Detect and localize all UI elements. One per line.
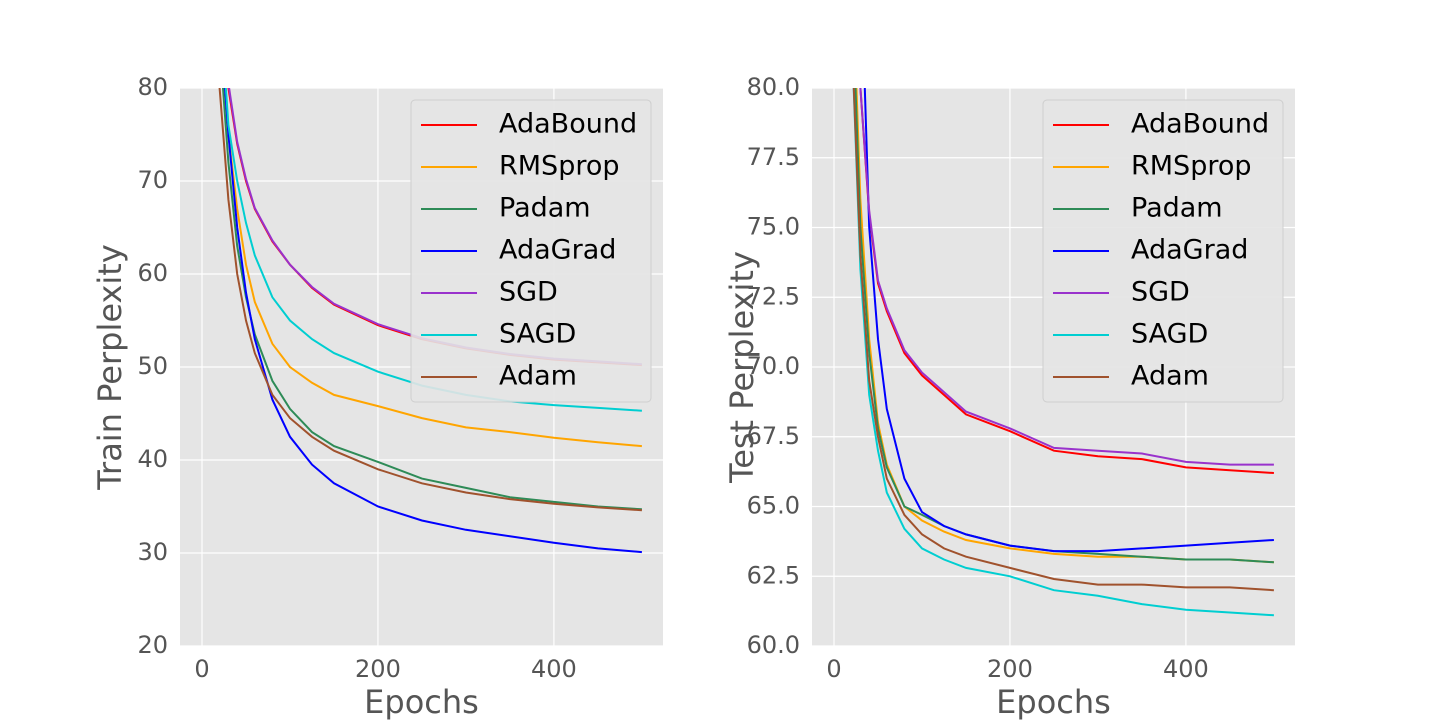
x-axis-label: Epochs xyxy=(996,683,1111,721)
series-line xyxy=(224,88,642,554)
y-tick-label: 30 xyxy=(137,538,168,566)
x-tick-label: 200 xyxy=(355,655,401,683)
y-tick-label: 67.5 xyxy=(747,422,800,450)
x-tick-label: 200 xyxy=(987,655,1033,683)
legend-label: SAGD xyxy=(499,319,576,350)
y-tick-label: 60.0 xyxy=(747,631,800,659)
x-tick-label: 400 xyxy=(531,655,577,683)
y-tick-label: 62.5 xyxy=(747,561,800,589)
legend-label: AdaGrad xyxy=(499,235,616,266)
y-tick-label: 80 xyxy=(137,73,168,101)
legend-label: AdaBound xyxy=(499,109,637,140)
series-line xyxy=(863,88,1274,553)
legend-label: SGD xyxy=(499,277,558,308)
series-line xyxy=(224,88,642,448)
legend-label: RMSprop xyxy=(1131,151,1252,182)
y-tick-label: 70.0 xyxy=(747,352,800,380)
y-tick-label: 50 xyxy=(137,352,168,380)
legend-box xyxy=(410,99,652,403)
series-line xyxy=(852,88,1274,592)
x-tick-label: 0 xyxy=(194,655,209,683)
legend-label: AdaBound xyxy=(1131,109,1269,140)
y-tick-label: 80.0 xyxy=(747,73,800,101)
legend-label: RMSprop xyxy=(499,151,620,182)
legend-label: Padam xyxy=(499,193,591,224)
x-axis-label: Epochs xyxy=(364,683,479,721)
y-tick-label: 65.0 xyxy=(747,492,800,520)
x-tick-label: 400 xyxy=(1163,655,1209,683)
legend-label: Adam xyxy=(1131,361,1209,392)
y-axis-label: Train Perplexity xyxy=(91,244,129,491)
legend-label: SAGD xyxy=(1131,319,1208,350)
legend-box xyxy=(1042,99,1284,403)
legend-label: SGD xyxy=(1131,277,1190,308)
y-tick-label: 20 xyxy=(137,631,168,659)
series-line xyxy=(224,88,642,412)
y-tick-label: 60 xyxy=(137,259,168,287)
series-line xyxy=(218,88,642,512)
y-tick-label: 75.0 xyxy=(747,213,800,241)
legend-label: Adam xyxy=(499,361,577,392)
series-line xyxy=(221,88,642,511)
y-axis-label: Test Perplexity xyxy=(723,251,761,484)
legend-label: Padam xyxy=(1131,193,1223,224)
legend-label: AdaGrad xyxy=(1131,235,1248,266)
y-tick-label: 77.5 xyxy=(747,143,800,171)
y-tick-label: 72.5 xyxy=(747,282,800,310)
series-line xyxy=(859,88,1274,466)
x-tick-label: 0 xyxy=(826,655,841,683)
y-tick-label: 40 xyxy=(137,445,168,473)
y-tick-label: 70 xyxy=(137,166,168,194)
